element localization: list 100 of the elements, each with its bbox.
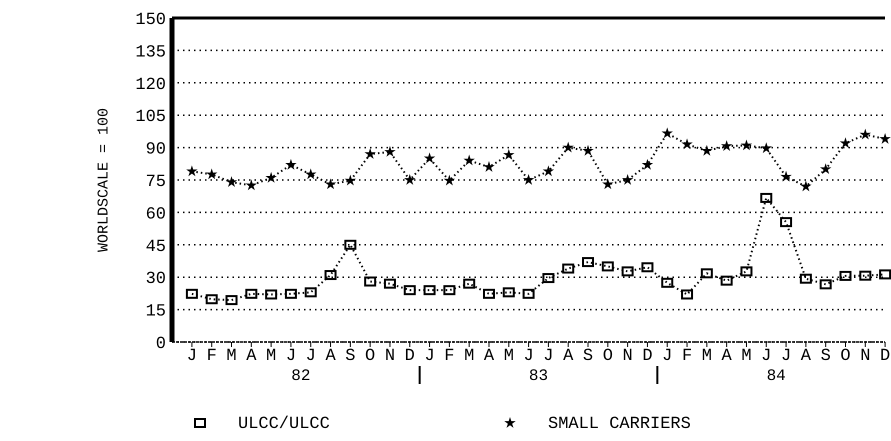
- point: [760, 142, 772, 154]
- point: [701, 144, 713, 156]
- x-tick-label: D: [642, 347, 653, 366]
- x-tick-label: M: [702, 347, 712, 366]
- point: [502, 287, 515, 298]
- point: [760, 192, 772, 203]
- point: [720, 276, 733, 286]
- point: [424, 152, 436, 164]
- point: [206, 294, 218, 304]
- point: [562, 142, 574, 152]
- point: [681, 289, 694, 300]
- text: 83: [528, 367, 548, 385]
- x-tick-label: A: [563, 347, 574, 366]
- x-tick-label: M: [226, 347, 237, 366]
- point: [562, 264, 574, 274]
- text: 84: [766, 367, 786, 385]
- point: [602, 178, 614, 190]
- x-tick-label: O: [602, 347, 613, 366]
- point: [246, 179, 258, 190]
- y-tick-label: 75: [146, 172, 166, 192]
- point: [720, 140, 732, 151]
- x-tick-label: A: [325, 347, 336, 366]
- point: [424, 285, 436, 296]
- point: [364, 148, 376, 159]
- x-tick-label: F: [206, 347, 217, 366]
- legend-label: SMALL CARRIERS: [548, 415, 691, 434]
- point: [404, 285, 416, 296]
- point: [879, 132, 891, 144]
- y-tick-label: 150: [135, 10, 166, 30]
- point: [542, 165, 554, 176]
- point: [265, 289, 278, 300]
- point: [265, 172, 277, 183]
- y-tick-label: 105: [135, 108, 166, 128]
- legend-label: ULCC/ULCC: [238, 415, 330, 434]
- y-tick-label: 30: [146, 270, 166, 290]
- x-tick-label: M: [464, 347, 474, 366]
- point: [463, 278, 476, 289]
- point: [482, 288, 495, 299]
- x-tick-label: D: [404, 347, 415, 366]
- point: [284, 288, 297, 299]
- x-tick-label: S: [582, 347, 594, 366]
- point: [186, 165, 198, 176]
- x-tick-label: J: [186, 347, 198, 366]
- point: [443, 285, 456, 296]
- y-tick-label: 45: [146, 238, 166, 257]
- x-tick-label: N: [860, 347, 870, 366]
- x-tick-label: J: [761, 347, 772, 366]
- point: [820, 279, 832, 290]
- point: [522, 288, 535, 299]
- point: [305, 168, 316, 180]
- y-tick-label: 135: [135, 43, 166, 62]
- x-tick-label: S: [820, 347, 831, 366]
- point: [384, 146, 396, 157]
- point: [840, 137, 852, 148]
- point: [582, 257, 594, 268]
- y-tick-label: 0: [156, 334, 166, 354]
- point: [226, 295, 238, 306]
- point: [226, 176, 238, 188]
- x-tick-label: A: [722, 347, 733, 366]
- point: [285, 158, 297, 170]
- x-tick-label: A: [484, 347, 495, 366]
- point: [304, 287, 317, 298]
- point: [839, 270, 852, 281]
- x-tick-label: M: [266, 347, 276, 366]
- x-tick-label: A: [800, 347, 812, 366]
- x-tick-label: N: [622, 347, 633, 366]
- point: [245, 288, 258, 299]
- point: [780, 170, 792, 182]
- point: [522, 174, 534, 185]
- point: [622, 174, 634, 185]
- point: [444, 174, 456, 186]
- x-tick-label: N: [384, 347, 396, 366]
- point: [859, 270, 872, 281]
- x-tick-label: M: [741, 347, 752, 366]
- text: 82: [291, 367, 310, 385]
- point: [780, 217, 792, 228]
- x-tick-label: J: [543, 347, 554, 366]
- x-tick-label: J: [306, 347, 316, 366]
- point: [324, 270, 337, 280]
- point: [622, 266, 634, 276]
- y-tick-label: 90: [146, 140, 166, 160]
- point: [820, 163, 832, 174]
- x-tick-label: F: [682, 347, 692, 366]
- y-tick-label: 120: [135, 76, 166, 95]
- point: [740, 139, 752, 150]
- point: [404, 174, 416, 185]
- point: [800, 180, 812, 192]
- point: [681, 138, 693, 150]
- x-tick-label: J: [424, 347, 435, 366]
- x-tick-label: J: [523, 347, 534, 366]
- point: [641, 262, 654, 272]
- point: [661, 278, 674, 288]
- x-tick-label: O: [840, 347, 851, 366]
- point: [206, 168, 218, 180]
- x-tick-label: J: [286, 347, 296, 366]
- x-tick-label: M: [504, 347, 514, 366]
- point: [740, 266, 752, 276]
- point: [700, 268, 713, 278]
- x-tick-label: J: [780, 347, 792, 366]
- point: [642, 158, 654, 170]
